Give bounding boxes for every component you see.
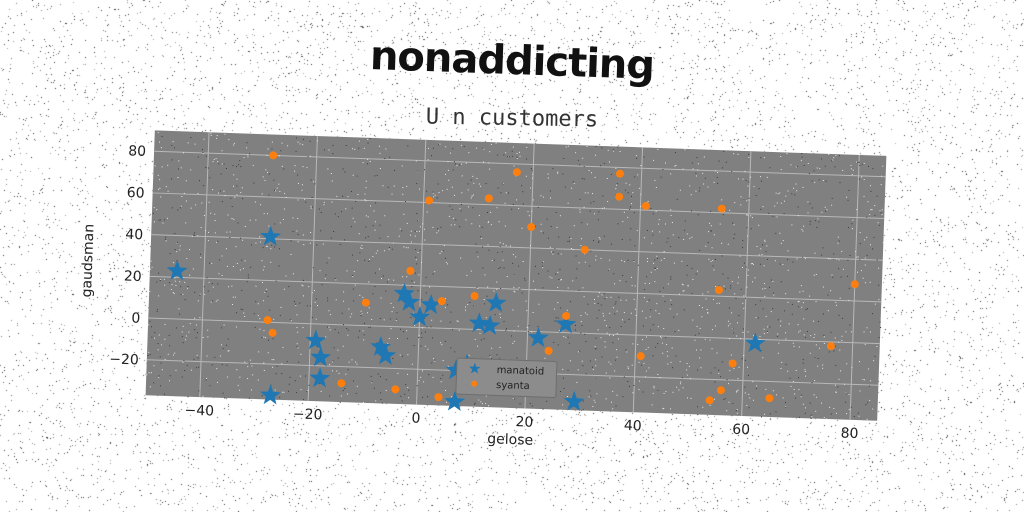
star-point [370, 336, 392, 357]
legend-label-syanta: syanta [496, 380, 530, 392]
circle-point [826, 342, 835, 351]
circle-point [728, 359, 737, 368]
star-point [260, 384, 281, 405]
grid-line-x [632, 147, 644, 413]
circle-point [716, 386, 725, 395]
circle-point [437, 297, 446, 306]
y-tick-label: −20 [109, 351, 139, 368]
circle-point [268, 328, 277, 337]
circle-point [406, 266, 415, 275]
x-tick-label: −40 [184, 403, 214, 420]
circle-point [580, 245, 589, 254]
star-point [260, 225, 282, 246]
star-point [398, 291, 420, 312]
legend-marker-manatoid [469, 362, 481, 374]
star-point [309, 367, 331, 388]
circle-point [391, 385, 400, 394]
circle-point [425, 196, 434, 205]
star-point [555, 313, 577, 334]
x-tick-label: −20 [293, 406, 323, 423]
series-syanta [263, 151, 859, 405]
grid-line-x [416, 139, 427, 405]
legend-marker-syanta [471, 380, 478, 387]
y-tick-label: 0 [131, 310, 140, 326]
circle-point [544, 346, 553, 355]
circle-point [337, 379, 346, 388]
x-tick-label: 60 [732, 422, 750, 439]
y-tick-label: 80 [128, 143, 146, 160]
star-point [445, 359, 467, 380]
plot-area [145, 130, 887, 421]
star-point [485, 292, 507, 313]
grid-line-y [149, 275, 882, 303]
x-axis-label: gelose [487, 431, 533, 449]
x-tick-label: 80 [840, 426, 858, 443]
circle-point [765, 394, 774, 403]
star-point [420, 293, 442, 315]
grid-line-x [741, 151, 752, 417]
star-point [310, 346, 332, 367]
circle-point [434, 393, 443, 402]
grid-line-x [307, 136, 318, 401]
circle-point [615, 169, 624, 178]
star-point [563, 390, 585, 411]
tick-labels: −40 −20 0 20 40 60 80 −20 0 20 40 60 80 [109, 143, 859, 443]
y-tick-label: 40 [125, 227, 143, 244]
star-point [444, 390, 466, 411]
star-point [305, 329, 327, 350]
circle-point [484, 194, 493, 203]
legend-label-manatoid: manatoid [496, 365, 544, 378]
circle-point [636, 352, 645, 361]
star-point [409, 306, 431, 327]
circle-point [714, 285, 723, 294]
circle-point [705, 396, 714, 405]
star-point [479, 314, 501, 335]
circle-point [269, 151, 278, 160]
circle-point [850, 280, 859, 289]
y-axis-label: gaudsman [79, 224, 98, 298]
circle-point [512, 168, 521, 177]
circle-point [527, 223, 536, 232]
star-point [166, 260, 188, 281]
legend-box [455, 357, 558, 398]
star-point [744, 332, 766, 353]
plot-group: −40 −20 0 20 40 60 80 −20 0 20 40 60 80 gelose gauds… [79, 130, 887, 449]
circle-point [641, 201, 650, 210]
star-point [468, 312, 490, 333]
x-tick-label: 40 [624, 418, 642, 435]
circle-point [615, 192, 624, 201]
x-tick-label: 0 [411, 411, 420, 427]
y-tick-label: 20 [124, 268, 142, 285]
star-point [527, 326, 549, 348]
circle-point [361, 298, 370, 307]
grid-line-y [152, 192, 885, 219]
circle-point [470, 292, 479, 301]
star-point [375, 344, 397, 365]
circle-point [263, 316, 272, 325]
circle-point [562, 311, 571, 320]
grid-line-x [199, 132, 210, 398]
star-point [393, 282, 415, 303]
legend: manatoid syanta [455, 357, 558, 398]
y-tick-label: 60 [127, 185, 145, 202]
x-tick-label: 20 [515, 414, 533, 431]
circle-point [717, 204, 726, 213]
